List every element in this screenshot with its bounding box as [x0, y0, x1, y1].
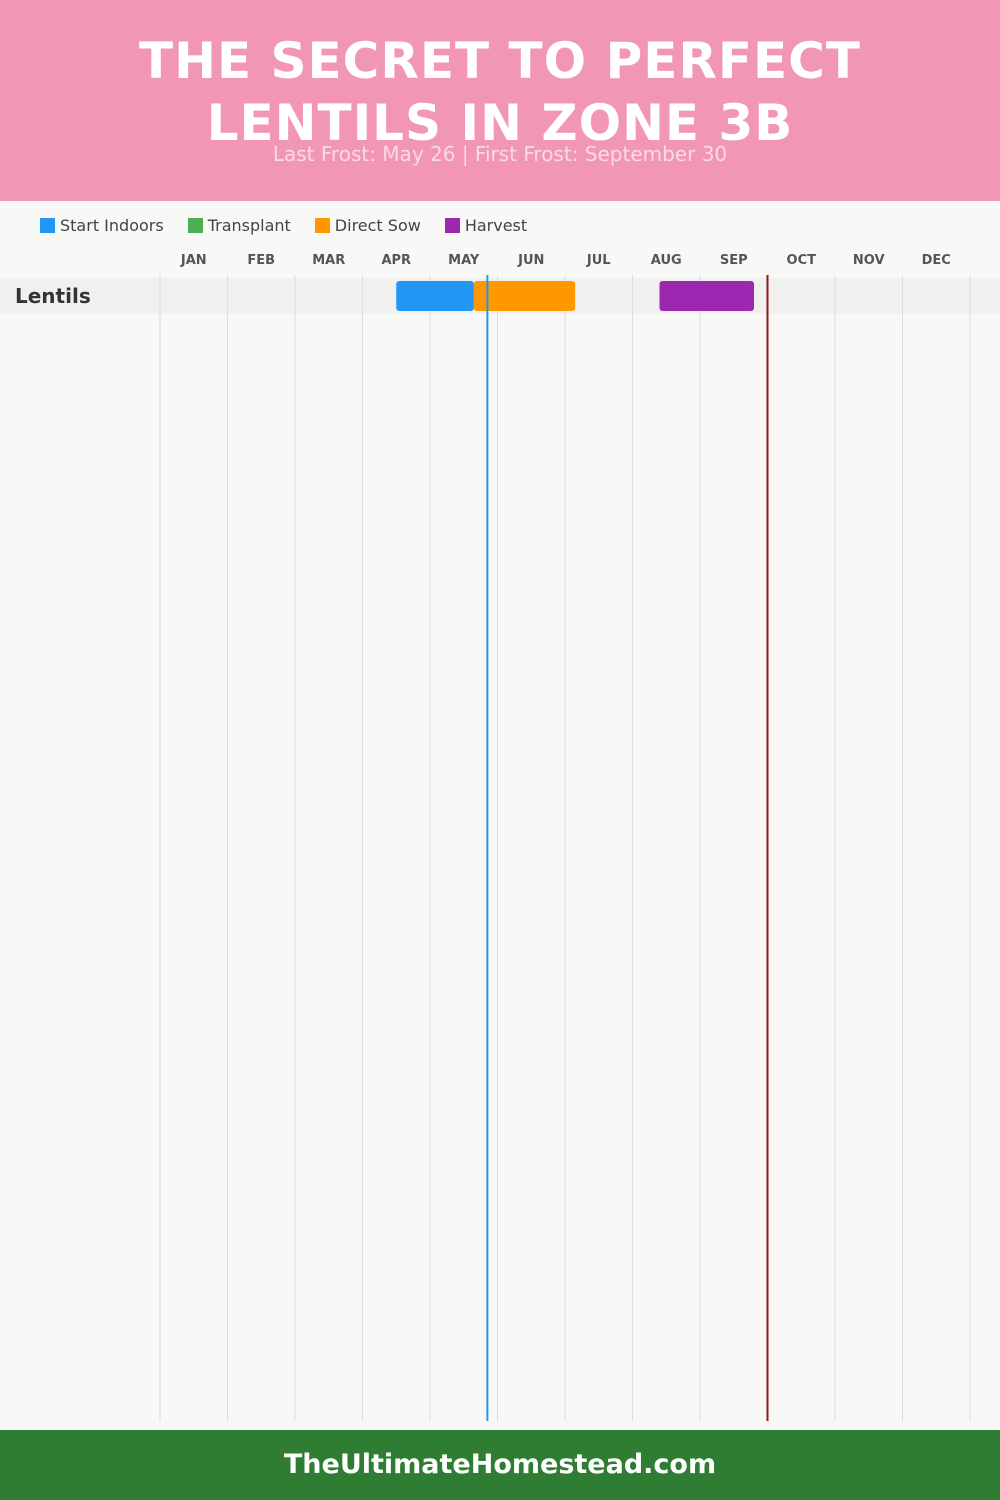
legend-swatch-harvest — [444, 217, 460, 233]
month-tick-label: JUN — [517, 253, 544, 268]
month-tick-label: FEB — [247, 253, 275, 268]
legend-item-direct-sow: Direct Sow — [314, 215, 421, 235]
legend-item-start-indoors: Start Indoors — [40, 216, 164, 235]
footer-banner: TheUltimateHomestead.com — [0, 1430, 1000, 1500]
legend-item-harvest: Harvest — [444, 215, 528, 235]
legend-label-start-indoors: Start Indoors — [60, 215, 164, 235]
title-line-2: LENTILS IN ZONE 3B — [206, 94, 794, 152]
month-tick-label: AUG — [651, 253, 682, 268]
month-tick-label: SEP — [720, 253, 748, 268]
month-tick-label: APR — [381, 253, 411, 268]
page-title: THE SECRET TO PERFECT LENTILS IN ZONE 3B — [0, 30, 1000, 154]
legend-label-direct-sow: Direct Sow — [334, 215, 421, 235]
month-tick-label: DEC — [922, 253, 951, 268]
legend-label-harvest: Harvest — [464, 215, 528, 235]
bar-harvest — [659, 281, 754, 311]
legend-swatch-direct-sow — [314, 217, 330, 233]
frost-dates-subtitle: Last Frost: May 26 | First Frost: Septem… — [272, 142, 728, 166]
month-tick-label: NOV — [853, 253, 885, 268]
legend-swatch-start-indoors — [40, 217, 55, 233]
footer-site-link[interactable]: TheUltimateHomestead.com — [283, 1449, 717, 1480]
month-tick-label: JUL — [586, 253, 611, 268]
legend: Start Indoors Transplant Direct Sow Harv… — [40, 214, 551, 236]
planting-calendar-chart: JAN FEB MAR APR MAY JUN JUL AUG SEP OCT NOV DEC Lent… — [0, 253, 1000, 1421]
title-line-1: THE SECRET TO PERFECT — [139, 32, 861, 90]
header-banner: THE SECRET TO PERFECT LENTILS IN ZONE 3B… — [0, 0, 1000, 201]
legend-swatch-transplant — [187, 217, 203, 233]
legend-label-transplant: Transplant — [207, 215, 291, 235]
bar-start-indoors — [396, 281, 474, 311]
bar-direct-sow — [473, 281, 576, 311]
legend-item-transplant: Transplant — [187, 215, 291, 235]
month-tick-label: MAR — [312, 253, 345, 268]
month-tick-label: JAN — [180, 253, 207, 268]
crop-label: Lentils — [15, 284, 91, 308]
month-tick-label: MAY — [448, 253, 480, 268]
month-tick-label: OCT — [787, 253, 817, 268]
